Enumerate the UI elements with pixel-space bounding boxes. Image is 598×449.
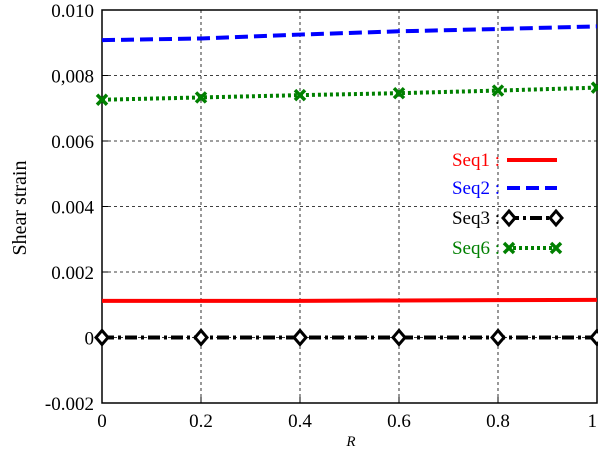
data-point xyxy=(95,93,109,106)
x-axis-label: R xyxy=(345,434,355,449)
x-tick-label: 1 xyxy=(588,411,598,432)
data-point xyxy=(94,328,110,347)
series-seq3 xyxy=(94,328,598,347)
series-line xyxy=(101,24,598,43)
data-point xyxy=(391,328,407,347)
legend-label: Seq2 : xyxy=(452,178,500,199)
data-point xyxy=(392,86,406,100)
data-point xyxy=(293,88,307,102)
y-tick-label: 0.006 xyxy=(51,132,94,153)
y-tick-label: 0.002 xyxy=(51,263,94,284)
series-seq1 xyxy=(102,297,598,303)
y-tick-label: 0.004 xyxy=(51,198,94,219)
y-tick-label: 0,008 xyxy=(51,67,94,88)
series-group xyxy=(94,24,598,347)
y-axis-label: Shear strain xyxy=(9,161,31,256)
y-tick-label: -0.002 xyxy=(45,394,94,415)
data-point xyxy=(193,328,209,347)
legend-label: Seq3 : xyxy=(452,208,500,229)
legend: Seq1 : Seq2 : Seq3 : Seq6 : xyxy=(452,150,564,259)
legend-marker xyxy=(501,208,517,228)
data-point xyxy=(490,328,506,347)
data-point xyxy=(590,81,598,94)
legend-label: Seq6 : xyxy=(452,238,500,259)
series-line xyxy=(101,85,598,102)
y-tick-label: 0.010 xyxy=(51,1,94,22)
series-seq2 xyxy=(101,24,598,43)
legend-marker xyxy=(502,241,516,255)
y-axis-ticks: -0.002 0 0.002 0.004 0.006 0,008 0.010 xyxy=(45,1,108,415)
legend-marker xyxy=(548,208,564,228)
legend-marker xyxy=(549,241,563,255)
series-seq6 xyxy=(95,81,598,106)
x-tick-label: 0.8 xyxy=(486,411,510,432)
data-point xyxy=(292,328,308,347)
x-tick-label: 0.6 xyxy=(387,411,411,432)
legend-label: Seq1 : xyxy=(452,150,500,171)
x-tick-label: 0.2 xyxy=(189,411,213,432)
grid xyxy=(102,10,597,403)
data-point xyxy=(491,84,505,97)
x-tick-label: 0 xyxy=(97,411,107,432)
y-tick-label: 0 xyxy=(85,329,95,350)
data-point xyxy=(589,328,598,347)
series-line xyxy=(102,297,598,303)
x-tick-label: 0.4 xyxy=(288,411,312,432)
data-point xyxy=(194,91,208,104)
x-axis-ticks: 0 0.2 0.4 0.6 0.8 1 xyxy=(97,397,598,432)
